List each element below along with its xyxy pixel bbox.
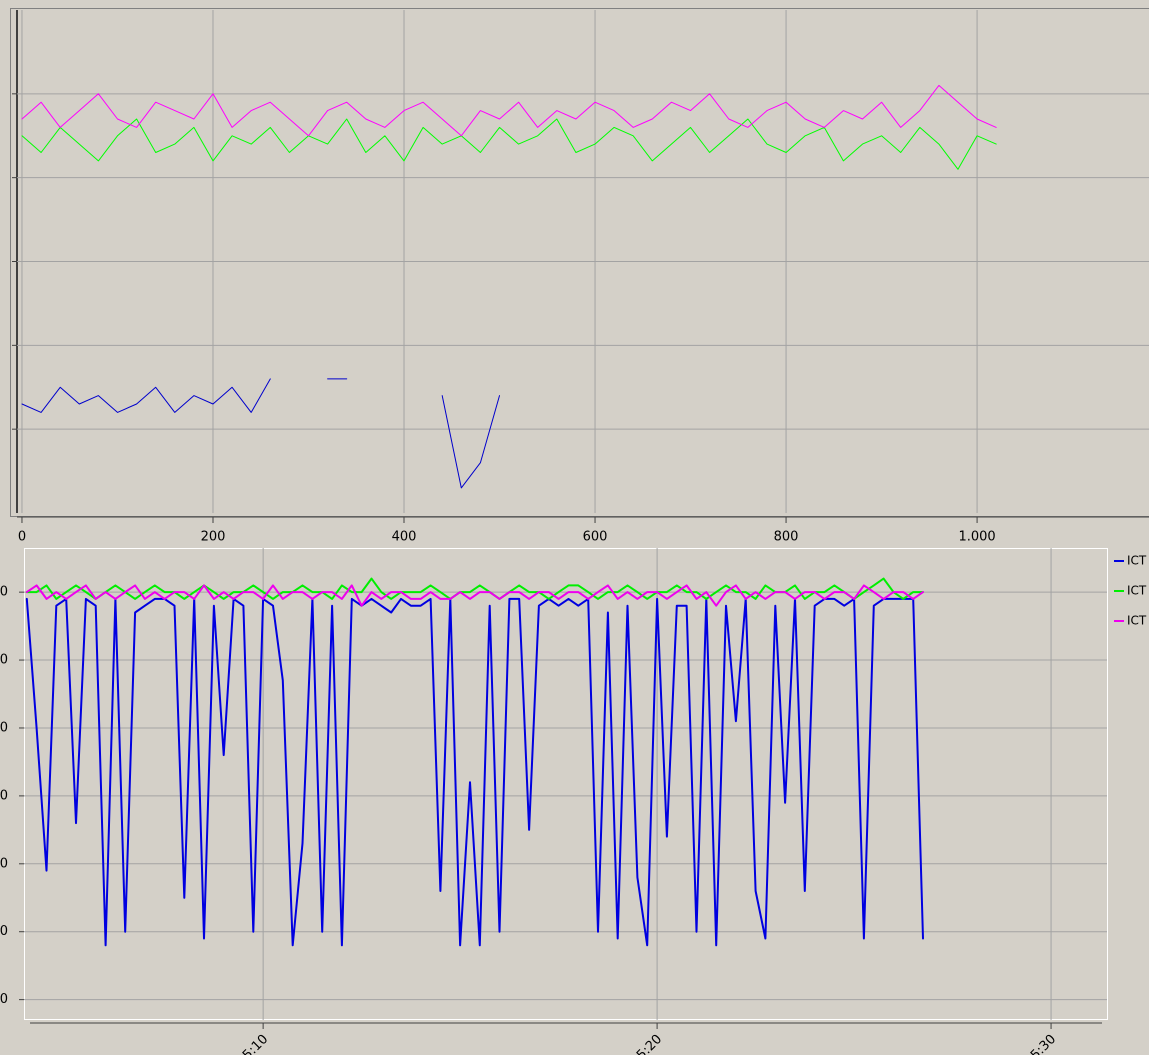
y-tick-label: 0 [0,856,8,871]
series-line [21,84,997,137]
x-tick-label: 1.000 [958,530,995,545]
legend-label: ICT [1127,614,1147,628]
series-line [25,597,924,947]
x-tick-label: 600 [583,530,608,545]
y-tick-label: 0 [0,653,8,668]
y-tick-label: 0 [0,788,8,803]
y-tick-label: 0 [0,585,8,600]
y-tick-label: 0 [0,992,8,1007]
legend-label: ICT [1127,554,1147,568]
y-tick-label: 0 [0,924,8,939]
y-tick-label: 0 [0,720,8,735]
x-tick-label: 0 [18,530,26,545]
bottom-plot-frame [24,548,1108,1020]
x-tick-label: 400 [392,530,417,545]
x-tick-label: 200 [201,530,226,545]
series-line [21,118,997,170]
x-tick-label: 800 [774,530,799,545]
series-line [25,577,924,600]
series-line [25,584,924,607]
legend-label: ICT [1127,584,1147,598]
